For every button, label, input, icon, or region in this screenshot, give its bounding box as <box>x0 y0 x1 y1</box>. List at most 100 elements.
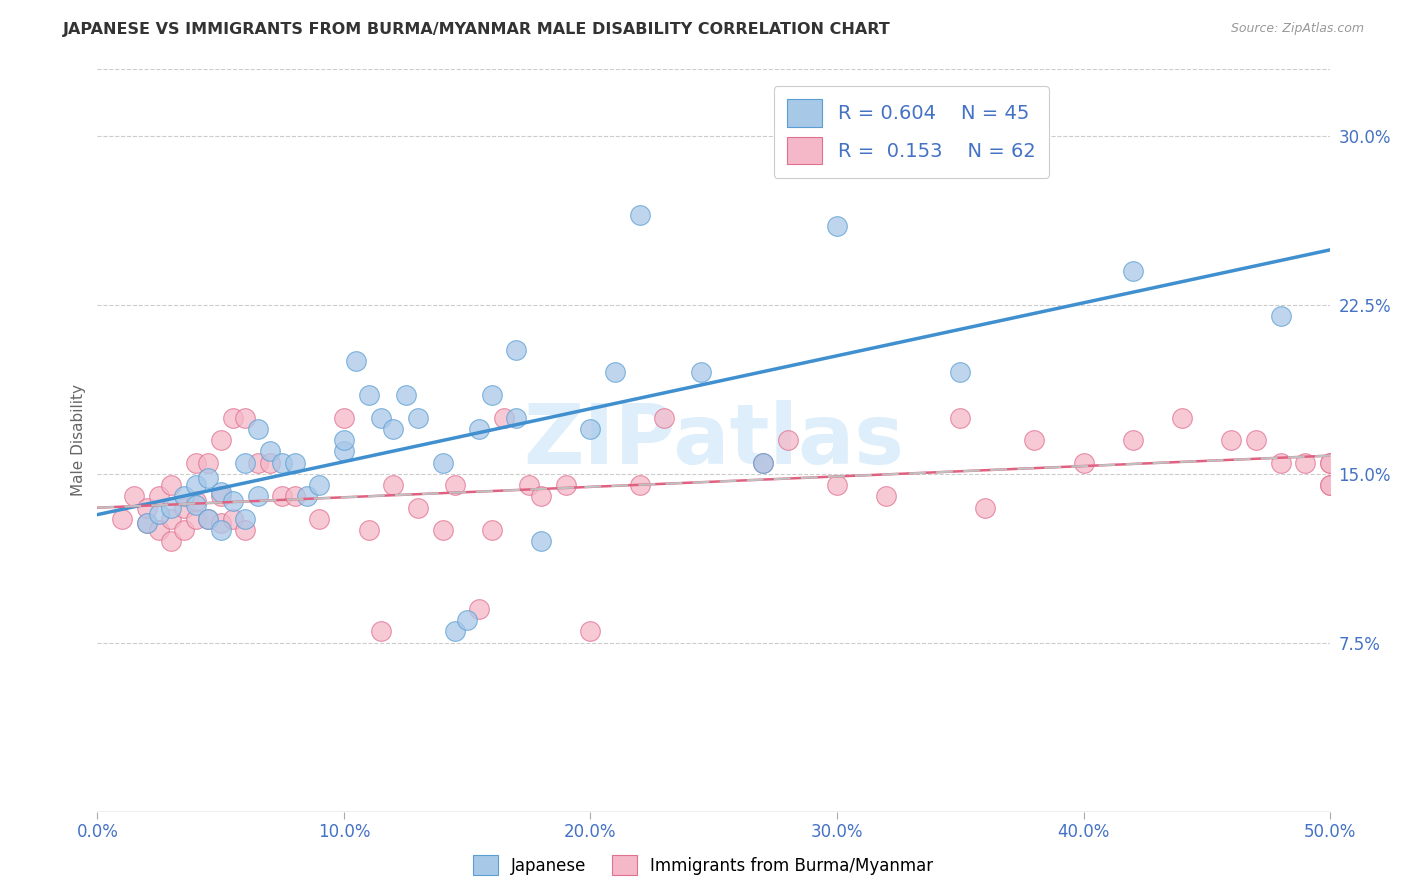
Point <box>160 500 183 515</box>
Point <box>752 456 775 470</box>
Point <box>284 456 307 470</box>
Point <box>124 489 146 503</box>
Point <box>468 422 491 436</box>
Point <box>333 410 356 425</box>
Point <box>825 219 848 234</box>
Point <box>173 500 195 515</box>
Point <box>579 624 602 639</box>
Point <box>825 478 848 492</box>
Point <box>776 433 799 447</box>
Point <box>505 410 527 425</box>
Point <box>197 512 219 526</box>
Point <box>370 624 392 639</box>
Point <box>949 366 972 380</box>
Point <box>295 489 318 503</box>
Point <box>690 366 713 380</box>
Point <box>209 489 232 503</box>
Point <box>222 512 245 526</box>
Point <box>233 523 256 537</box>
Point <box>394 388 416 402</box>
Point <box>271 456 294 470</box>
Point <box>505 343 527 357</box>
Point <box>406 500 429 515</box>
Point <box>603 366 626 380</box>
Point <box>1319 456 1341 470</box>
Point <box>160 534 183 549</box>
Point <box>1024 433 1046 447</box>
Point <box>628 478 651 492</box>
Text: Source: ZipAtlas.com: Source: ZipAtlas.com <box>1230 22 1364 36</box>
Point <box>160 478 183 492</box>
Point <box>1319 456 1341 470</box>
Point <box>456 613 478 627</box>
Point <box>246 489 269 503</box>
Point <box>370 410 392 425</box>
Point <box>111 512 134 526</box>
Point <box>517 478 540 492</box>
Point <box>875 489 897 503</box>
Point <box>973 500 995 515</box>
Point <box>308 512 330 526</box>
Legend: R = 0.604    N = 45, R =  0.153    N = 62: R = 0.604 N = 45, R = 0.153 N = 62 <box>773 86 1049 178</box>
Point <box>160 512 183 526</box>
Point <box>468 602 491 616</box>
Point <box>579 422 602 436</box>
Point <box>554 478 576 492</box>
Point <box>443 624 465 639</box>
Point <box>481 388 503 402</box>
Point <box>333 444 356 458</box>
Point <box>173 523 195 537</box>
Point <box>259 456 281 470</box>
Point <box>259 444 281 458</box>
Point <box>1319 478 1341 492</box>
Point <box>246 456 269 470</box>
Point <box>233 456 256 470</box>
Point <box>184 498 207 512</box>
Point <box>949 410 972 425</box>
Point <box>530 534 553 549</box>
Point <box>1073 456 1095 470</box>
Point <box>333 433 356 447</box>
Point <box>654 410 676 425</box>
Point <box>481 523 503 537</box>
Point <box>233 410 256 425</box>
Point <box>443 478 465 492</box>
Legend: Japanese, Immigrants from Burma/Myanmar: Japanese, Immigrants from Burma/Myanmar <box>464 847 942 884</box>
Point <box>308 478 330 492</box>
Text: JAPANESE VS IMMIGRANTS FROM BURMA/MYANMAR MALE DISABILITY CORRELATION CHART: JAPANESE VS IMMIGRANTS FROM BURMA/MYANMA… <box>63 22 891 37</box>
Point <box>357 523 380 537</box>
Text: ZIPatlas: ZIPatlas <box>523 400 904 481</box>
Point <box>1220 433 1243 447</box>
Point <box>173 489 195 503</box>
Point <box>197 471 219 485</box>
Point <box>344 354 367 368</box>
Point <box>197 512 219 526</box>
Point <box>209 523 232 537</box>
Point <box>148 489 170 503</box>
Point <box>382 422 405 436</box>
Point <box>184 478 207 492</box>
Point <box>184 493 207 508</box>
Point <box>233 512 256 526</box>
Point <box>752 456 775 470</box>
Point <box>406 410 429 425</box>
Point <box>1122 264 1144 278</box>
Point <box>494 410 516 425</box>
Point <box>1270 456 1292 470</box>
Point <box>1294 456 1316 470</box>
Y-axis label: Male Disability: Male Disability <box>72 384 86 496</box>
Point <box>628 208 651 222</box>
Point <box>1270 309 1292 323</box>
Point <box>222 410 245 425</box>
Point <box>135 516 157 531</box>
Point <box>184 456 207 470</box>
Point <box>246 422 269 436</box>
Point <box>432 456 454 470</box>
Point <box>209 433 232 447</box>
Point <box>382 478 405 492</box>
Point <box>1244 433 1267 447</box>
Point <box>135 500 157 515</box>
Point <box>184 512 207 526</box>
Point <box>148 523 170 537</box>
Point <box>135 516 157 531</box>
